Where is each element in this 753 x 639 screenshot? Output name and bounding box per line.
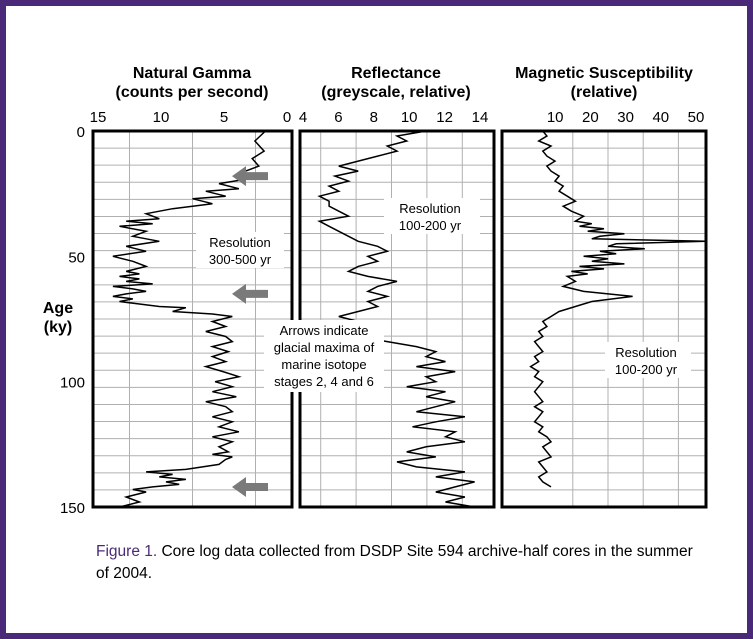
panel-3-tick-label: 50 — [688, 109, 705, 126]
panel-1-resolution-line1: Resolution — [209, 235, 270, 250]
panel-1-tick-label: 5 — [220, 109, 228, 126]
arrows-note-line3: marine isotope — [281, 357, 366, 372]
panel-2-title-line1: Reflectance — [351, 65, 441, 82]
y-axis-label-line1: Age — [43, 300, 73, 317]
panel-3-resolution-line2: 100-200 yr — [615, 362, 678, 377]
panel-2-tick-label: 6 — [334, 109, 342, 126]
panel-3-tick-label: 40 — [652, 109, 669, 126]
y-tick-label: 150 — [60, 500, 85, 517]
panel-1-resolution-line2: 300-500 yr — [209, 252, 272, 267]
panel-2-tick-label: 4 — [299, 109, 307, 126]
panel-2-title-line2: (greyscale, relative) — [321, 84, 470, 101]
panel-3-grid — [502, 131, 706, 507]
glacial-arrow — [232, 476, 268, 497]
panel-2-resolution-line2: 100-200 yr — [399, 218, 462, 233]
glacial-arrows — [232, 166, 268, 497]
panel-2-tick-label: 10 — [401, 109, 418, 126]
caption-text: Core log data collected from DSDP Site 5… — [96, 543, 693, 582]
figure-caption: Figure 1. Core log data collected from D… — [96, 541, 696, 585]
panel-3-tick-label: 20 — [582, 109, 599, 126]
panel-3-title-line2: (relative) — [571, 84, 638, 101]
panels: 15 10 5 0 4 6 8 10 12 14 10 20 30 40 50 — [90, 109, 708, 509]
panel-2-frame — [298, 129, 496, 509]
y-tick-label: 0 — [77, 124, 85, 141]
arrows-note: Arrows indicate glacial maxima of marine… — [264, 320, 384, 392]
panel-2-grid — [300, 131, 494, 507]
panel-1-tick-label: 0 — [283, 109, 291, 126]
panel-1-frame — [91, 129, 294, 509]
panel-3: 10 20 30 40 50 — [500, 109, 708, 509]
panel-1-tick-label: 10 — [153, 109, 170, 126]
arrows-note-line2: glacial maxima of — [274, 340, 375, 355]
arrows-note-line1: Arrows indicate — [280, 323, 369, 338]
panel-3-resolution-line1: Resolution — [615, 345, 676, 360]
panel-1-data-line — [112, 131, 267, 507]
y-axis-label-line2: (ky) — [44, 319, 72, 336]
arrows-note-line4: stages 2, 4 and 6 — [274, 374, 374, 389]
panel-3-title-line1: Magnetic Susceptibility — [515, 65, 693, 82]
panel-3-tick-label: 10 — [547, 109, 564, 126]
panel-3-tick-label: 30 — [617, 109, 634, 126]
panel-1: 15 10 5 0 — [90, 109, 294, 509]
panel-2-tick-label: 12 — [436, 109, 453, 126]
panel-2-resolution-line1: Resolution — [399, 201, 460, 216]
panel-2-tick-label: 8 — [370, 109, 378, 126]
panel-3-frame — [500, 129, 708, 509]
panel-2: 4 6 8 10 12 14 — [298, 109, 496, 509]
panel-2-resolution-note: Resolution 100-200 yr — [384, 198, 480, 234]
caption-label: Figure 1. — [96, 543, 158, 560]
y-tick-label: 50 — [68, 249, 85, 266]
panel-1-grid — [93, 131, 292, 507]
glacial-arrow — [232, 166, 268, 187]
panel-1-title-line2: (counts per second) — [116, 84, 269, 101]
glacial-arrow — [232, 283, 268, 304]
panel-3-resolution-note: Resolution 100-200 yr — [605, 342, 691, 378]
y-axis-ticks: 0 50 100 150 — [60, 124, 85, 517]
panel-2-data-line — [317, 131, 475, 507]
panel-2-tick-label: 14 — [472, 109, 489, 126]
panel-1-title-line1: Natural Gamma — [133, 65, 251, 82]
panel-3-data-line — [529, 131, 706, 488]
panel-1-resolution-note: Resolution 300-500 yr — [196, 232, 284, 268]
panel-1-tick-label: 15 — [90, 109, 107, 126]
y-tick-label: 100 — [60, 375, 85, 392]
